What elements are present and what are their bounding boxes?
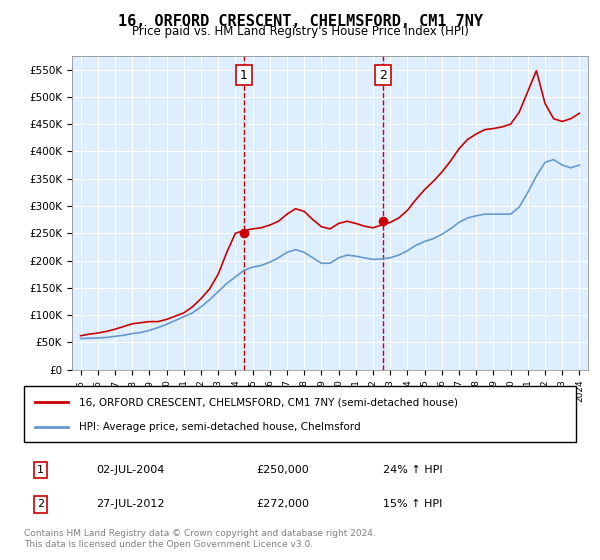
- Text: 02-JUL-2004: 02-JUL-2004: [96, 465, 164, 475]
- FancyBboxPatch shape: [24, 386, 576, 442]
- Text: 27-JUL-2012: 27-JUL-2012: [96, 500, 164, 510]
- Text: Contains HM Land Registry data © Crown copyright and database right 2024.
This d: Contains HM Land Registry data © Crown c…: [24, 529, 376, 549]
- Text: £250,000: £250,000: [256, 465, 308, 475]
- Text: 1: 1: [240, 68, 248, 82]
- Text: 15% ↑ HPI: 15% ↑ HPI: [383, 500, 442, 510]
- Text: HPI: Average price, semi-detached house, Chelmsford: HPI: Average price, semi-detached house,…: [79, 422, 361, 432]
- Text: Price paid vs. HM Land Registry's House Price Index (HPI): Price paid vs. HM Land Registry's House …: [131, 25, 469, 38]
- Text: 16, ORFORD CRESCENT, CHELMSFORD, CM1 7NY: 16, ORFORD CRESCENT, CHELMSFORD, CM1 7NY: [118, 14, 482, 29]
- Text: 16, ORFORD CRESCENT, CHELMSFORD, CM1 7NY (semi-detached house): 16, ORFORD CRESCENT, CHELMSFORD, CM1 7NY…: [79, 397, 458, 407]
- Text: 24% ↑ HPI: 24% ↑ HPI: [383, 465, 442, 475]
- Text: 1: 1: [37, 465, 44, 475]
- Text: 2: 2: [37, 500, 44, 510]
- Text: 2: 2: [379, 68, 387, 82]
- Text: £272,000: £272,000: [256, 500, 309, 510]
